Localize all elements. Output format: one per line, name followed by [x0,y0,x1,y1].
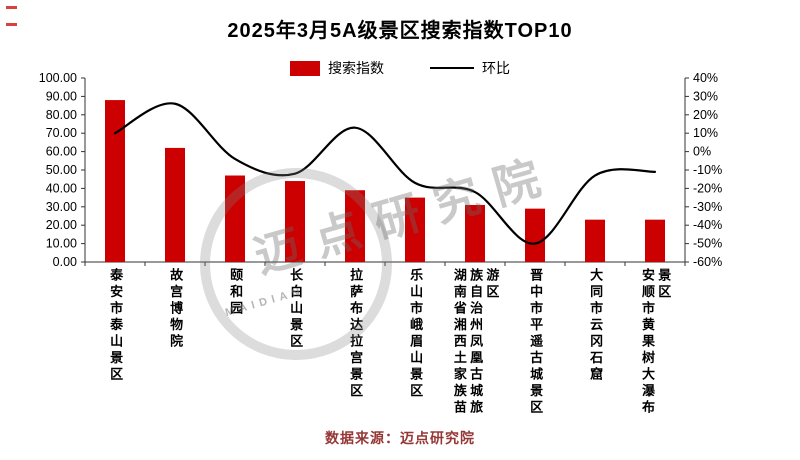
category-label: 故宫博物院 [168,268,184,351]
category-label: 湖南省湘西土家族苗族自治州凤凰古城旅游区 [451,268,500,417]
right-axis-label: -50% [693,237,722,251]
legend-item-mom: 环比 [430,58,510,78]
bar-0 [105,100,125,262]
data-source: 数据来源：迈点研究院 [325,430,475,446]
legend-bar-swatch-icon [290,60,320,76]
bar-9 [645,219,665,262]
right-axis-label: 0% [693,145,711,159]
category-label: 长白山景区 [288,268,304,351]
bar-4 [345,190,365,262]
legend-bar-label: 搜索指数 [328,60,384,76]
left-axis-label: 100.00 [39,71,77,85]
category-label: 乐山市峨眉山景区 [408,268,424,400]
trend-line [113,102,657,245]
legend-line-swatch-icon [430,67,474,69]
legend: 搜索指数 环比 [0,58,800,78]
left-axis-label: 50.00 [46,163,77,177]
left-axis-label: 0.00 [53,255,77,269]
left-axis-label: 60.00 [46,145,77,159]
left-axis-label: 90.00 [46,89,77,103]
right-axis-label: 30% [693,89,718,103]
right-axis-label: -40% [693,218,722,232]
category-label: 晋中市平遥古城景区 [528,268,544,417]
bar-1 [165,147,185,262]
left-axis-label: 30.00 [46,200,77,214]
corner-dash-icon [6,23,17,26]
legend-line-label: 环比 [482,60,510,76]
bar-6 [465,204,485,262]
left-axis-label: 40.00 [46,181,77,195]
legend-item-search-index: 搜索指数 [290,58,384,78]
category-axis: 泰安市泰山景区 故宫博物院 颐和园 长白山景区 拉萨布达拉宫景区 乐山市峨眉山景区 湖南省湘… [85,268,685,420]
chart-title: 2025年3月5A级景区搜索指数TOP10 [227,20,573,42]
category-label: 安顺市黄果树大瀑布景区 [640,268,672,417]
category-label: 拉萨布达拉宫景区 [348,268,364,400]
bar-3 [285,181,305,262]
corner-marks [6,6,17,40]
right-axis-label: 20% [693,108,718,122]
left-axis-label: 80.00 [46,108,77,122]
bar-2 [225,175,245,262]
right-axis-label: -20% [693,181,722,195]
bar-7 [525,208,545,262]
right-axis-label: 10% [693,126,718,140]
bar-8 [585,219,605,262]
category-label: 大同市云冈石窟 [588,268,604,384]
right-axis-label: -30% [693,200,722,214]
right-axis-label: -60% [693,255,722,269]
bar-5 [405,197,425,262]
right-axis-label: -10% [693,163,722,177]
category-label: 泰安市泰山景区 [108,268,124,384]
left-axis-label: 70.00 [46,126,77,140]
category-label: 颐和园 [228,268,244,318]
right-axis-label: 40% [693,71,718,85]
left-axis-label: 20.00 [46,218,77,232]
corner-dash-icon [6,6,17,9]
left-axis-label: 10.00 [46,237,77,251]
